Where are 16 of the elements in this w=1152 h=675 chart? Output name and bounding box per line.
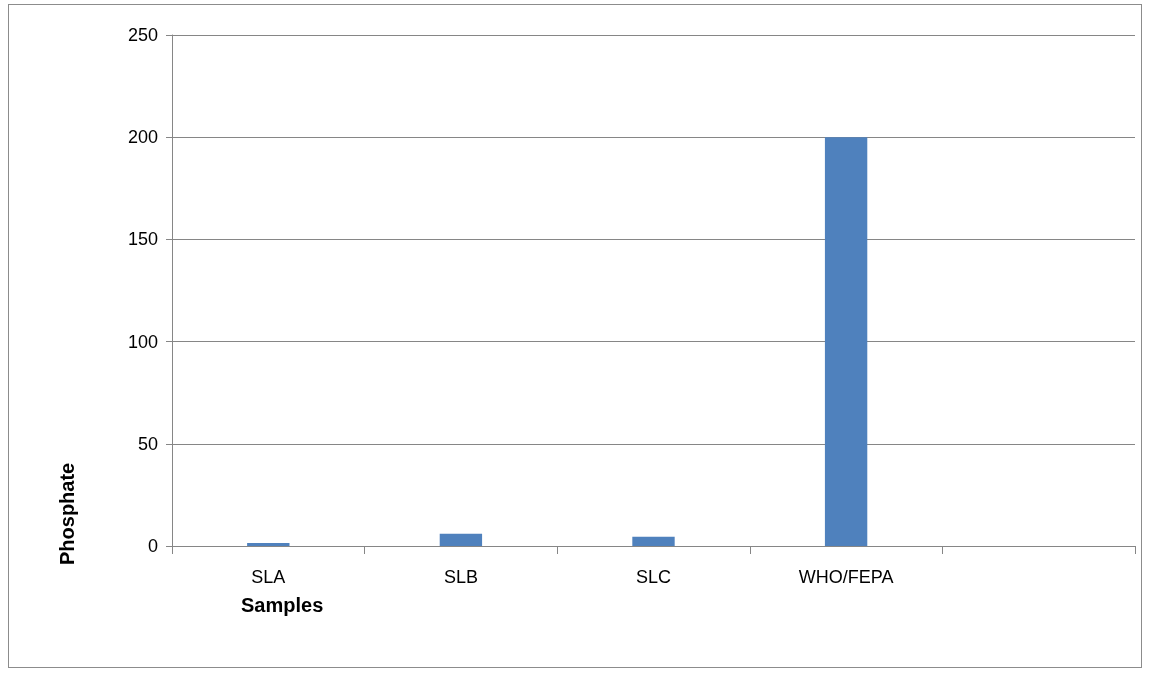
y-tick-label: 0 <box>147 536 158 556</box>
y-tick-label: 250 <box>127 25 158 45</box>
x-tick-label: WHO/FEPA <box>798 567 894 587</box>
bar <box>632 536 675 546</box>
y-tick-label: 100 <box>127 331 158 352</box>
bar <box>247 542 290 546</box>
x-tick-label: SLC <box>635 567 672 587</box>
x-tick-label: SLB <box>443 567 478 587</box>
bar <box>824 137 868 546</box>
x-tick-label: SLA <box>251 567 286 587</box>
bar <box>439 533 483 546</box>
y-axis-title: Phosphate <box>56 462 78 565</box>
y-tick-label: 150 <box>127 229 158 250</box>
y-tick-label: 50 <box>137 433 158 454</box>
x-axis-title: Samples <box>241 594 324 616</box>
y-tick-label: 200 <box>127 127 158 148</box>
